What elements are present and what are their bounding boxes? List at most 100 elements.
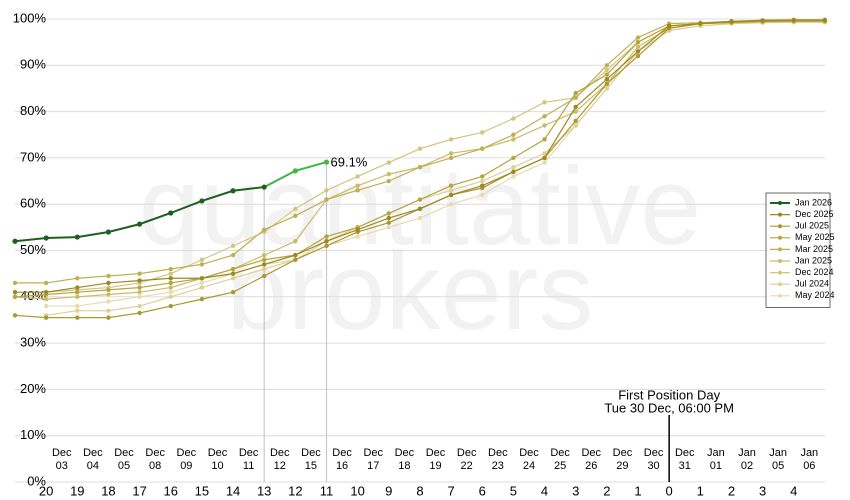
point bbox=[168, 303, 173, 309]
x-tick-label: 5 bbox=[510, 483, 517, 498]
point bbox=[106, 292, 111, 297]
date-label: Dec bbox=[363, 447, 383, 459]
x-tick-label: 15 bbox=[195, 483, 209, 498]
point bbox=[293, 257, 298, 262]
point bbox=[292, 168, 298, 174]
point bbox=[386, 211, 391, 216]
y-tick-label: 90% bbox=[20, 57, 46, 72]
point bbox=[698, 21, 703, 26]
point bbox=[262, 266, 267, 272]
point bbox=[604, 76, 610, 82]
point bbox=[355, 188, 360, 193]
x-tick-label: 0 bbox=[666, 483, 673, 498]
point bbox=[511, 137, 516, 142]
point bbox=[43, 303, 49, 309]
point bbox=[542, 114, 547, 119]
date-label: Dec bbox=[114, 447, 134, 459]
annotation-text: First Position Day bbox=[618, 387, 720, 402]
point bbox=[75, 289, 80, 295]
date-label: Dec bbox=[239, 447, 259, 459]
date-label: 29 bbox=[616, 460, 628, 472]
date-label: 05 bbox=[772, 460, 784, 472]
point bbox=[448, 188, 454, 193]
y-tick-label: 100% bbox=[13, 10, 47, 25]
point bbox=[760, 18, 765, 23]
x-tick-label: 1 bbox=[697, 483, 704, 498]
point bbox=[573, 118, 578, 124]
point bbox=[542, 155, 547, 161]
point bbox=[480, 130, 485, 135]
date-label: 08 bbox=[149, 460, 161, 472]
x-tick-label: 11 bbox=[320, 483, 334, 498]
legend-label: Mar 2025 bbox=[795, 244, 833, 254]
point bbox=[324, 197, 329, 202]
x-tick-label: 1 bbox=[634, 483, 641, 498]
legend-swatch bbox=[778, 282, 782, 287]
point bbox=[417, 146, 423, 151]
date-label: Dec bbox=[457, 447, 477, 459]
date-label: Dec bbox=[208, 447, 228, 459]
point bbox=[386, 178, 391, 184]
legend-label: May 2024 bbox=[795, 290, 835, 300]
x-tick-label: 2 bbox=[603, 483, 610, 498]
date-label: 22 bbox=[461, 460, 473, 472]
point bbox=[262, 257, 267, 262]
date-label: 05 bbox=[118, 460, 130, 472]
point bbox=[448, 192, 454, 198]
point bbox=[355, 174, 360, 179]
date-label: Dec bbox=[83, 447, 103, 459]
point bbox=[355, 227, 360, 232]
date-label: 30 bbox=[647, 460, 659, 472]
legend-swatch bbox=[778, 212, 782, 217]
point bbox=[43, 280, 49, 286]
date-label: Dec bbox=[52, 447, 72, 459]
date-label: 02 bbox=[741, 460, 753, 472]
date-label: Dec bbox=[613, 447, 633, 459]
series-line bbox=[46, 21, 825, 316]
legend-label: Dec 2024 bbox=[795, 267, 834, 277]
point bbox=[75, 315, 80, 320]
point bbox=[604, 72, 610, 77]
point bbox=[262, 252, 267, 258]
date-label: 11 bbox=[243, 460, 254, 472]
date-label: Dec bbox=[177, 447, 197, 459]
date-label: Dec bbox=[550, 447, 570, 459]
legend-label: Dec 2025 bbox=[795, 209, 834, 219]
watermark: quantitative brokers bbox=[139, 145, 702, 353]
point bbox=[43, 235, 49, 241]
point bbox=[105, 229, 112, 235]
point bbox=[635, 44, 641, 49]
point bbox=[480, 174, 485, 179]
point bbox=[168, 289, 173, 295]
point bbox=[604, 81, 610, 87]
point bbox=[480, 178, 485, 184]
point bbox=[448, 202, 454, 207]
point bbox=[12, 280, 18, 286]
legend-swatch bbox=[778, 224, 782, 229]
point bbox=[324, 234, 329, 239]
point bbox=[168, 280, 173, 286]
point bbox=[168, 276, 173, 281]
point bbox=[573, 104, 578, 110]
point bbox=[448, 151, 454, 156]
date-label: Dec bbox=[426, 447, 446, 459]
point bbox=[604, 67, 610, 73]
point bbox=[199, 296, 205, 302]
date-label: Jan bbox=[769, 447, 787, 459]
date-label: Dec bbox=[644, 447, 664, 459]
point bbox=[542, 100, 547, 105]
point bbox=[75, 308, 80, 313]
x-tick-label: 8 bbox=[416, 483, 423, 498]
legend-swatch bbox=[778, 235, 782, 240]
y-tick-label: 30% bbox=[20, 335, 46, 350]
date-label: 23 bbox=[492, 460, 504, 472]
x-tick-label: 12 bbox=[288, 483, 302, 498]
x-tick-label: 18 bbox=[101, 483, 115, 498]
point bbox=[199, 285, 205, 290]
point bbox=[230, 188, 236, 194]
x-tick-label: 13 bbox=[257, 483, 271, 498]
date-label: Jan bbox=[800, 447, 818, 459]
x-tick-label: 4 bbox=[790, 483, 797, 498]
point bbox=[635, 39, 641, 45]
